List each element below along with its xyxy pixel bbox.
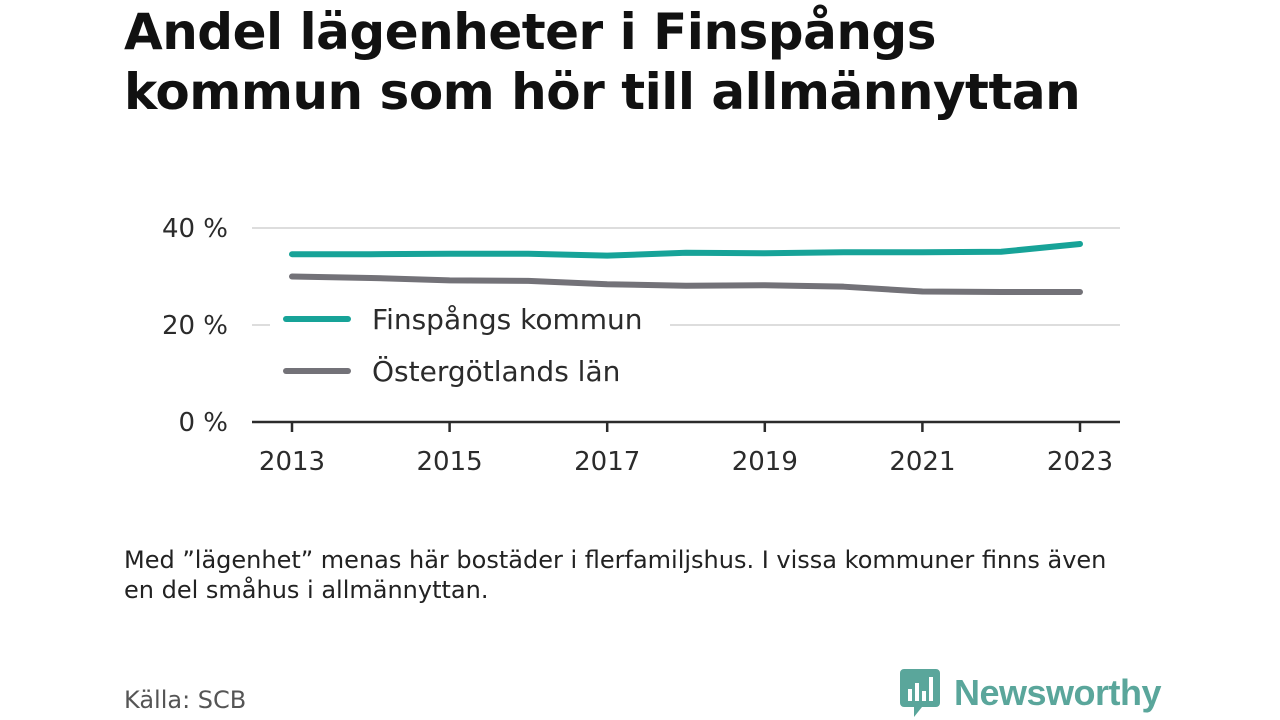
series-line-0 (289, 241, 1083, 259)
x-tick-label: 2015 (417, 447, 483, 477)
series-line-1 (289, 273, 1083, 296)
legend-item-0: Finspångs kommun (270, 293, 670, 339)
x-tick-label: 2021 (889, 447, 955, 477)
y-tick-label: 0 % (178, 408, 228, 438)
y-tick-label: 20 % (162, 311, 228, 341)
x-tick-label: 2013 (259, 447, 325, 477)
legend-label: Finspångs kommun (372, 303, 643, 336)
series-lines (289, 241, 1083, 296)
y-tick-label: 40 % (162, 214, 228, 244)
x-axis: 2013 2015 2017 2019 2021 2023 (252, 420, 1120, 477)
x-tick-label: 2019 (732, 447, 798, 477)
legend-item-1: Östergötlands län (270, 345, 670, 391)
chart-note: Med ”lägenhet” menas här bostäder i fler… (124, 546, 1107, 604)
x-tick-label: 2023 (1047, 447, 1113, 477)
newsworthy-logo-icon (900, 669, 940, 717)
y-axis: 0 % 20 % 40 % (162, 214, 228, 438)
brand-name: Newsworthy (954, 672, 1162, 713)
line-chart: 0 % 20 % 40 % 2013 2015 2017 2019 2021 2023 Fin… (162, 214, 1120, 477)
x-tick-label: 2017 (574, 447, 640, 477)
chart-title: Andel lägenheter i Finspångs kommun som … (124, 3, 1081, 121)
brand-logo: Newsworthy (900, 668, 1162, 718)
legend-label: Östergötlands län (372, 354, 620, 388)
source-label: Källa: SCB (124, 686, 247, 714)
legend: Finspångs kommun Östergötlands län (270, 293, 670, 391)
